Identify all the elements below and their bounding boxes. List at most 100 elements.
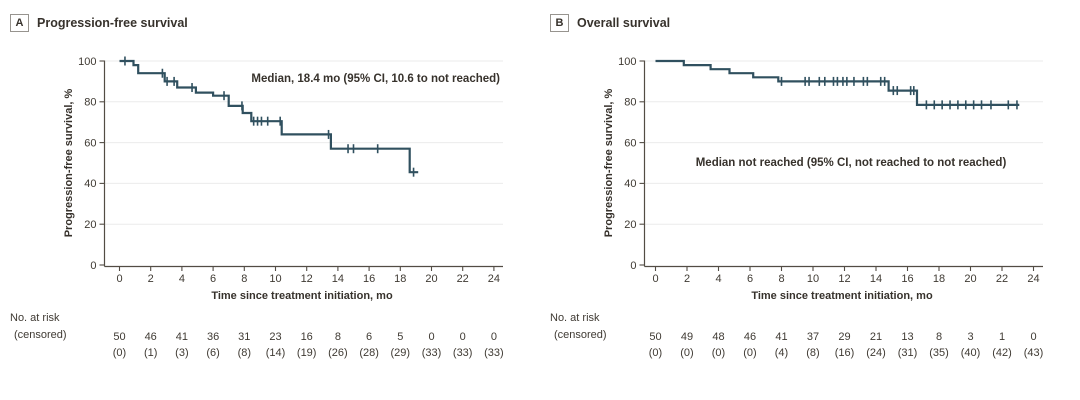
x-tick-label: 8 (778, 273, 784, 285)
panel-b-risk-table-label: No. at risk (550, 312, 600, 324)
axes: 020406080100050(0)246(1)441(3)636(6)831(… (78, 56, 504, 359)
x-tick-label: 20 (425, 273, 437, 285)
panel-a-label-box: A (10, 14, 29, 32)
at-risk-value: 21 (870, 331, 882, 343)
x-tick-label: 6 (210, 273, 216, 285)
panel-b-title: Overall survival (577, 16, 671, 30)
censored-value: (40) (961, 347, 981, 359)
panel-b-y-axis-label: Progression-free survival, % (603, 88, 615, 238)
x-tick-label: 24 (488, 273, 500, 285)
gridlines (104, 60, 503, 225)
censored-value: (4) (775, 347, 788, 359)
at-risk-value: 48 (712, 331, 724, 343)
y-tick-label: 40 (624, 178, 636, 190)
censored-value: (43) (1024, 347, 1044, 359)
censored-value: (31) (898, 347, 918, 359)
censored-value: (42) (992, 347, 1012, 359)
panel-b: 0 20 40 60 80 100 0 50 (0) 2 49 (0) 4 48 (0) 6 46 (0) 8 41(… (540, 0, 1080, 400)
x-tick-label: 14 (870, 273, 882, 285)
gridlines (644, 60, 1043, 225)
at-risk-value: 46 (145, 331, 157, 343)
censored-value: (24) (866, 347, 886, 359)
censored-value: (14) (266, 347, 286, 359)
censor-marks (124, 56, 415, 177)
panel-b-x-axis-label: Time since treatment initiation, mo (751, 290, 933, 302)
panel-a-y-axis-label: Progression-free survival, % (63, 88, 75, 238)
censored-value: (29) (391, 347, 411, 359)
censored-value: (33) (422, 347, 442, 359)
x-tick-label: 16 (363, 273, 375, 285)
y-tick-label: 100 (78, 56, 96, 68)
x-tick-label: 18 (933, 273, 945, 285)
panel-a-median-annotation: Median, 18.4 mo (95% CI, 10.6 to not rea… (251, 73, 500, 85)
x-tick-label: 2 (148, 273, 154, 285)
panel-a-plot: 020406080100050(0)246(1)441(3)636(6)831(… (78, 56, 504, 359)
censored-value: (0) (712, 347, 725, 359)
at-risk-value: 49 (681, 331, 693, 343)
censored-value: (26) (328, 347, 348, 359)
y-tick-label: 100 (618, 56, 636, 68)
y-tick-label: 60 (624, 137, 636, 149)
x-tick-label: 24 (1027, 273, 1039, 285)
panel-b-plot: 020406080100050(0)249(0)448(0)646(0)841(… (618, 56, 1043, 359)
x-tick-label: 2 (684, 273, 690, 285)
censored-value: (0) (113, 347, 126, 359)
y-tick-label: 40 (84, 178, 96, 190)
at-risk-value: 13 (901, 331, 913, 343)
panel-a: 0 20 40 60 80 100 0 50 (0) 2 46 (1) 4 41 (3) 6 36 (6) 8 31(… (10, 14, 504, 359)
censored-value: (6) (206, 347, 219, 359)
at-risk-value: 23 (269, 331, 281, 343)
panel-a-title: Progression-free survival (37, 16, 188, 30)
y-tick-label: 20 (84, 219, 96, 231)
km-curve (119, 59, 419, 174)
at-risk-value: 0 (428, 331, 434, 343)
at-risk-value: 0 (1030, 331, 1036, 343)
km-curve (655, 59, 1020, 106)
at-risk-value: 29 (838, 331, 850, 343)
at-risk-value: 8 (936, 331, 942, 343)
censored-value: (28) (359, 347, 379, 359)
panel-a-censored-table-label: (censored) (14, 329, 67, 341)
y-tick-label: 80 (624, 97, 636, 109)
y-tick-label: 0 (630, 260, 636, 272)
censored-value: (16) (835, 347, 855, 359)
at-risk-value: 5 (397, 331, 403, 343)
y-tick-label: 80 (84, 97, 96, 109)
axes: 020406080100050(0)249(0)448(0)646(0)841(… (618, 56, 1043, 359)
censored-value: (33) (484, 347, 504, 359)
x-tick-label: 20 (964, 273, 976, 285)
x-tick-label: 4 (179, 273, 185, 285)
censored-value: (8) (238, 347, 251, 359)
censored-value: (0) (680, 347, 693, 359)
y-tick-label: 20 (624, 219, 636, 231)
panel-a-risk-table-label: No. at risk (10, 312, 60, 324)
censored-value: (1) (144, 347, 157, 359)
x-tick-label: 6 (747, 273, 753, 285)
at-risk-value: 3 (967, 331, 973, 343)
censored-value: (35) (929, 347, 949, 359)
at-risk-value: 36 (207, 331, 219, 343)
at-risk-value: 0 (460, 331, 466, 343)
x-tick-label: 0 (652, 273, 658, 285)
x-tick-label: 22 (996, 273, 1008, 285)
panel-b-censored-table-label: (censored) (554, 329, 607, 341)
censored-value: (3) (175, 347, 188, 359)
at-risk-value: 16 (301, 331, 313, 343)
x-tick-label: 8 (241, 273, 247, 285)
x-tick-label: 14 (332, 273, 344, 285)
panel-b-label-box: B (550, 14, 569, 32)
at-risk-value: 6 (366, 331, 372, 343)
x-tick-label: 12 (838, 273, 850, 285)
panel-a-header: A Progression-free survival (10, 14, 188, 32)
at-risk-value: 1 (999, 331, 1005, 343)
censored-value: (8) (806, 347, 819, 359)
y-tick-label: 60 (84, 137, 96, 149)
at-risk-value: 8 (335, 331, 341, 343)
at-risk-value: 37 (807, 331, 819, 343)
x-tick-label: 12 (301, 273, 313, 285)
panel-b-median-annotation: Median not reached (95% CI, not reached … (695, 157, 1007, 169)
at-risk-value: 46 (744, 331, 756, 343)
panel-a-x-axis-label: Time since treatment initiation, mo (211, 290, 393, 302)
at-risk-value: 50 (113, 331, 125, 343)
